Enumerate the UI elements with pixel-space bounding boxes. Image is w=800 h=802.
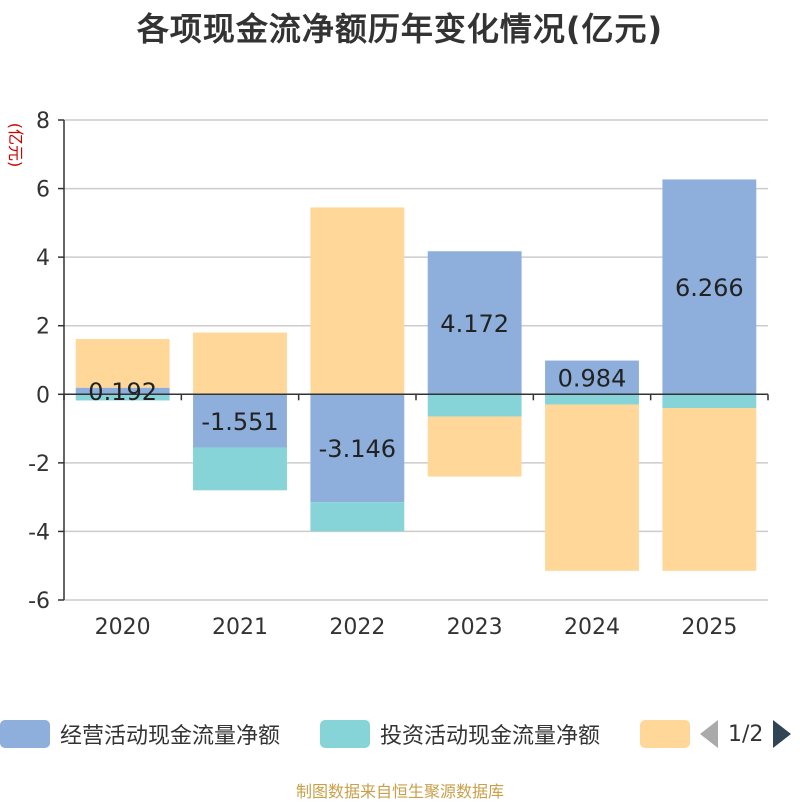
- grid-lines: [64, 119, 768, 601]
- y-tick-label: -6: [28, 589, 50, 614]
- legend-swatch-investing: [320, 720, 370, 748]
- data-label-2025: 6.266: [675, 274, 744, 302]
- bar-series0-2021[interactable]: [193, 394, 287, 448]
- y-tick-label: 0: [36, 383, 50, 408]
- x-tick-label: 2023: [447, 615, 503, 640]
- bar-series1-2022[interactable]: [310, 502, 405, 532]
- bar-series0-2023[interactable]: [427, 251, 522, 395]
- bar-series2-2022[interactable]: [310, 207, 405, 395]
- bar-series0-2025[interactable]: [662, 179, 757, 395]
- legend-label-operating: 经营活动现金流量净额: [60, 724, 281, 749]
- legend-item-operating[interactable]: 经营活动现金流量净额: [0, 716, 280, 752]
- source-note: 制图数据来自恒生聚源数据库: [295, 782, 504, 801]
- bar-series0-2022[interactable]: [310, 394, 405, 503]
- y-tick-label: -2: [28, 452, 50, 477]
- axes: 8 6 4 2 0 -2 -4 -6 (亿元) 2020 2021 2022 2023 2024 2025: [6, 109, 769, 640]
- bar-series1-2021[interactable]: [193, 447, 287, 491]
- data-label-2023: 4.172: [440, 310, 509, 338]
- chart-title: 各项现金流净额历年变化情况(亿元): [136, 10, 664, 48]
- x-tick-label: 2021: [212, 615, 268, 640]
- y-tick-label: 2: [36, 315, 50, 340]
- pager-prev-icon[interactable]: [700, 720, 718, 748]
- y-tick-label: 8: [36, 109, 50, 134]
- legend-item-financing[interactable]: [640, 716, 700, 752]
- bar-series0-2020[interactable]: [75, 387, 170, 395]
- data-label-2024: 0.984: [558, 364, 627, 392]
- x-tick-label: 2022: [329, 615, 385, 640]
- bar-series1-2023[interactable]: [427, 394, 522, 417]
- y-axis-label: (亿元): [6, 123, 25, 168]
- y-tick-label: 6: [36, 178, 50, 203]
- legend-swatch-financing: [640, 720, 690, 748]
- bars: [75, 179, 757, 571]
- legend-swatch-operating: [0, 720, 50, 748]
- x-tick-label: 2020: [95, 615, 151, 640]
- bar-series0-2024[interactable]: [545, 360, 639, 395]
- bar-series2-2024[interactable]: [545, 404, 639, 571]
- x-tick-label: 2024: [564, 615, 620, 640]
- bar-series1-2020[interactable]: [75, 394, 170, 401]
- legend: 经营活动现金流量净额 投资活动现金流量净额 1/2: [0, 716, 800, 752]
- data-label-2021: -1.551: [201, 408, 278, 436]
- x-tick-label: 2025: [681, 615, 737, 640]
- bar-series2-2023[interactable]: [427, 416, 522, 477]
- legend-label-investing: 投资活动现金流量净额: [380, 724, 601, 749]
- y-tick-label: 4: [36, 246, 50, 271]
- pager-text: 1/2: [728, 721, 764, 747]
- bar-series2-2020[interactable]: [75, 339, 170, 388]
- y-tick-label: -4: [28, 520, 50, 545]
- data-label-2022: -3.146: [319, 435, 396, 463]
- pager-next-icon[interactable]: [773, 720, 792, 748]
- bar-series2-2021[interactable]: [193, 332, 287, 395]
- bar-series2-2025[interactable]: [662, 408, 757, 571]
- legend-item-investing[interactable]: 投资活动现金流量净额: [320, 716, 600, 752]
- data-labels: 0.192 -1.551 -3.146 4.172 0.984 6.266: [88, 274, 743, 463]
- data-label-2020: 0.192: [88, 378, 157, 406]
- bar-series1-2025[interactable]: [662, 394, 757, 408]
- legend-pager: 1/2: [700, 716, 792, 752]
- bar-series1-2024[interactable]: [545, 394, 639, 405]
